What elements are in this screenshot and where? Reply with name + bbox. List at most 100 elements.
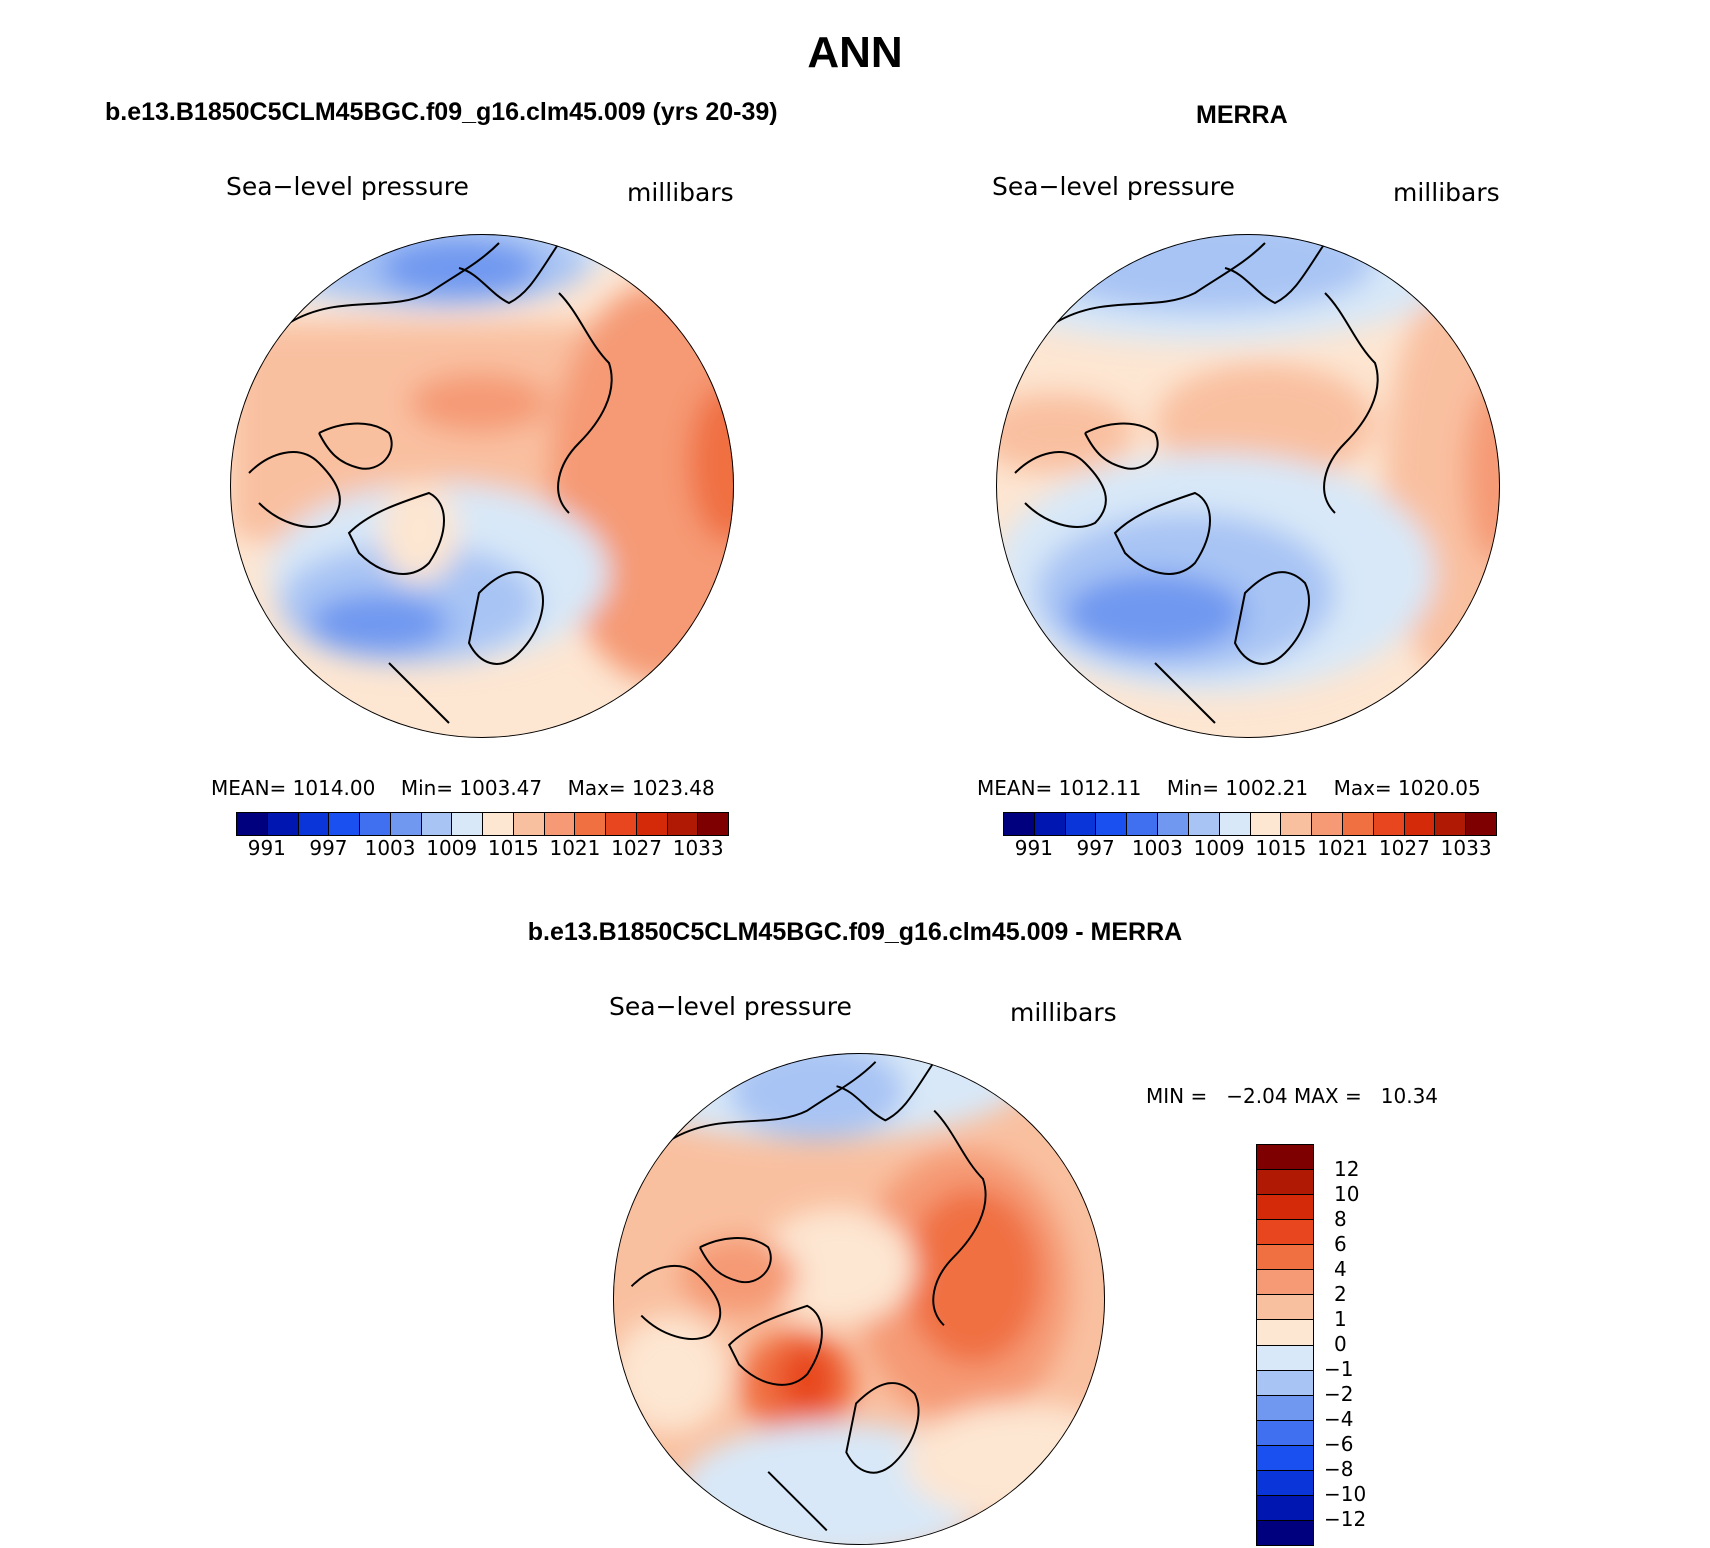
colorbar-swatch [1435,813,1467,835]
colorbar-swatch [1219,813,1251,835]
colorbar-diff [1256,1144,1314,1546]
colorbar-swatch [1257,1169,1313,1195]
colorbar-tick-label: 8 [1334,1207,1347,1231]
colorbar-swatch [1188,813,1220,835]
colorbar-swatch [329,813,360,835]
min-value: 1003.47 [459,776,543,800]
colorbar-tick-label: 1015 [1255,836,1307,860]
colorbar-tick-label: 991 [247,836,286,860]
variable-label-diff: Sea−level pressure [609,992,852,1021]
units-label-model: millibars [627,178,734,207]
polar-map-diff [612,1052,1106,1546]
colorbar-tick-label: 1021 [1317,836,1369,860]
colorbar-swatch [1257,1369,1313,1395]
colorbar-ticks: 991 997 1003 1009 1015 1021 1027 1033 [236,836,729,860]
mean-label: MEAN= [211,776,287,800]
colorbar-swatch [1257,1344,1313,1370]
colorbar-swatch [606,813,637,835]
colorbar-swatch [360,813,391,835]
colorbar-swatch [1312,813,1343,835]
colorbar-tick-label: −6 [1324,1432,1354,1456]
max-value: 1020.05 [1398,776,1481,800]
colorbar-tick-label: 1033 [672,836,724,860]
colorbar-swatch [1404,813,1436,835]
max-value: 1023.48 [632,776,715,800]
colorbar-swatch [1257,1219,1313,1245]
colorbar-tick-label: 2 [1334,1282,1347,1306]
colorbar-swatches [236,812,729,836]
colorbar-swatch [575,813,606,835]
variable-label-merra: Sea−level pressure [992,172,1235,201]
colorbar-tick-label: 991 [1014,836,1053,860]
colorbar-swatch [452,813,483,835]
colorbar-tick-label: 1033 [1440,836,1492,860]
colorbar-swatch [421,813,453,835]
colorbar-swatch [1373,813,1405,835]
units-label-diff: millibars [1010,998,1117,1027]
colorbar-tick-label: 1003 [1131,836,1183,860]
min-label: Min= [1166,776,1220,800]
colorbar-tick-label: 1 [1334,1307,1347,1331]
max-label: Max= [1333,776,1392,800]
colorbar-tick-label: 1027 [1378,836,1430,860]
panel-title-model: b.e13.B1850C5CLM45BGC.f09_g16.clm45.009 … [105,98,778,126]
variable-label-model: Sea−level pressure [226,172,469,201]
colorbar-swatch [1127,813,1159,835]
min-value: 1002.21 [1225,776,1309,800]
colorbar-diff-ticks: −12 −10 −8 −6 −4 −2 −1 0 1 2 4 6 8 10 12 [1324,1144,1404,1544]
colorbar-tick-label: −2 [1324,1382,1354,1406]
colorbar-tick-label: −4 [1324,1407,1354,1431]
colorbar-swatch [1004,813,1035,835]
colorbar-swatch [1257,1294,1313,1320]
stats-model: MEAN= 1014.00 Min= 1003.47 Max= 1023.48 [211,776,715,800]
min-label: Min= [400,776,454,800]
colorbar-swatch [1257,1519,1313,1545]
colorbar-swatch [1250,813,1282,835]
colorbar-swatch [1466,813,1496,835]
colorbar-swatch [1257,1269,1313,1295]
colorbar-swatch [267,813,299,835]
colorbar-swatch [1257,1419,1313,1445]
colorbar-tick-label: −12 [1324,1507,1367,1531]
colorbar-swatch [1257,1394,1313,1420]
colorbar-tick-label: 0 [1334,1332,1347,1356]
colorbar-swatch [237,813,268,835]
colorbar-tick-label: 12 [1334,1157,1360,1181]
colorbar-swatch [698,813,728,835]
colorbar-tick-label: 997 [1076,836,1115,860]
colorbar-ticks: 991 997 1003 1009 1015 1021 1027 1033 [1003,836,1497,860]
colorbar-tick-label: 4 [1334,1257,1347,1281]
polar-map-merra [996,234,1500,738]
colorbar-tick-label: 1027 [611,836,663,860]
colorbar-swatch [390,813,422,835]
colorbar-tick-label: 1003 [364,836,416,860]
colorbar-swatch [636,813,668,835]
mean-value: 1014.00 [292,776,376,800]
colorbar-swatch [483,813,514,835]
colorbar-tick-label: −10 [1324,1482,1367,1506]
colorbar-swatch [1257,1469,1313,1495]
colorbar-swatch [1257,1244,1313,1270]
mean-value: 1012.11 [1058,776,1142,800]
colorbar-swatch [1342,813,1374,835]
colorbar-tick-label: 10 [1334,1182,1360,1206]
mean-label: MEAN= [977,776,1053,800]
colorbar-swatch [544,813,576,835]
colorbar-swatch [298,813,330,835]
colorbar-tick-label: 997 [309,836,348,860]
colorbar-model: 991 997 1003 1009 1015 1021 1027 1033 [236,812,729,860]
colorbar-swatch [1257,1319,1313,1345]
colorbar-tick-label: −1 [1324,1357,1354,1381]
colorbar-swatch [1257,1194,1313,1220]
colorbar-swatches [1003,812,1497,836]
colorbar-tick-label: 1021 [549,836,601,860]
colorbar-swatch [1065,813,1097,835]
colorbar-tick-label: 1009 [1193,836,1245,860]
max-label: Max= [567,776,626,800]
stats-merra: MEAN= 1012.11 Min= 1002.21 Max= 1020.05 [977,776,1481,800]
colorbar-swatch [1158,813,1189,835]
figure-title: ANN [807,28,903,77]
polar-map-model [230,234,734,738]
colorbar-tick-label: 1009 [426,836,478,860]
colorbar-tick-label: −8 [1324,1457,1354,1481]
